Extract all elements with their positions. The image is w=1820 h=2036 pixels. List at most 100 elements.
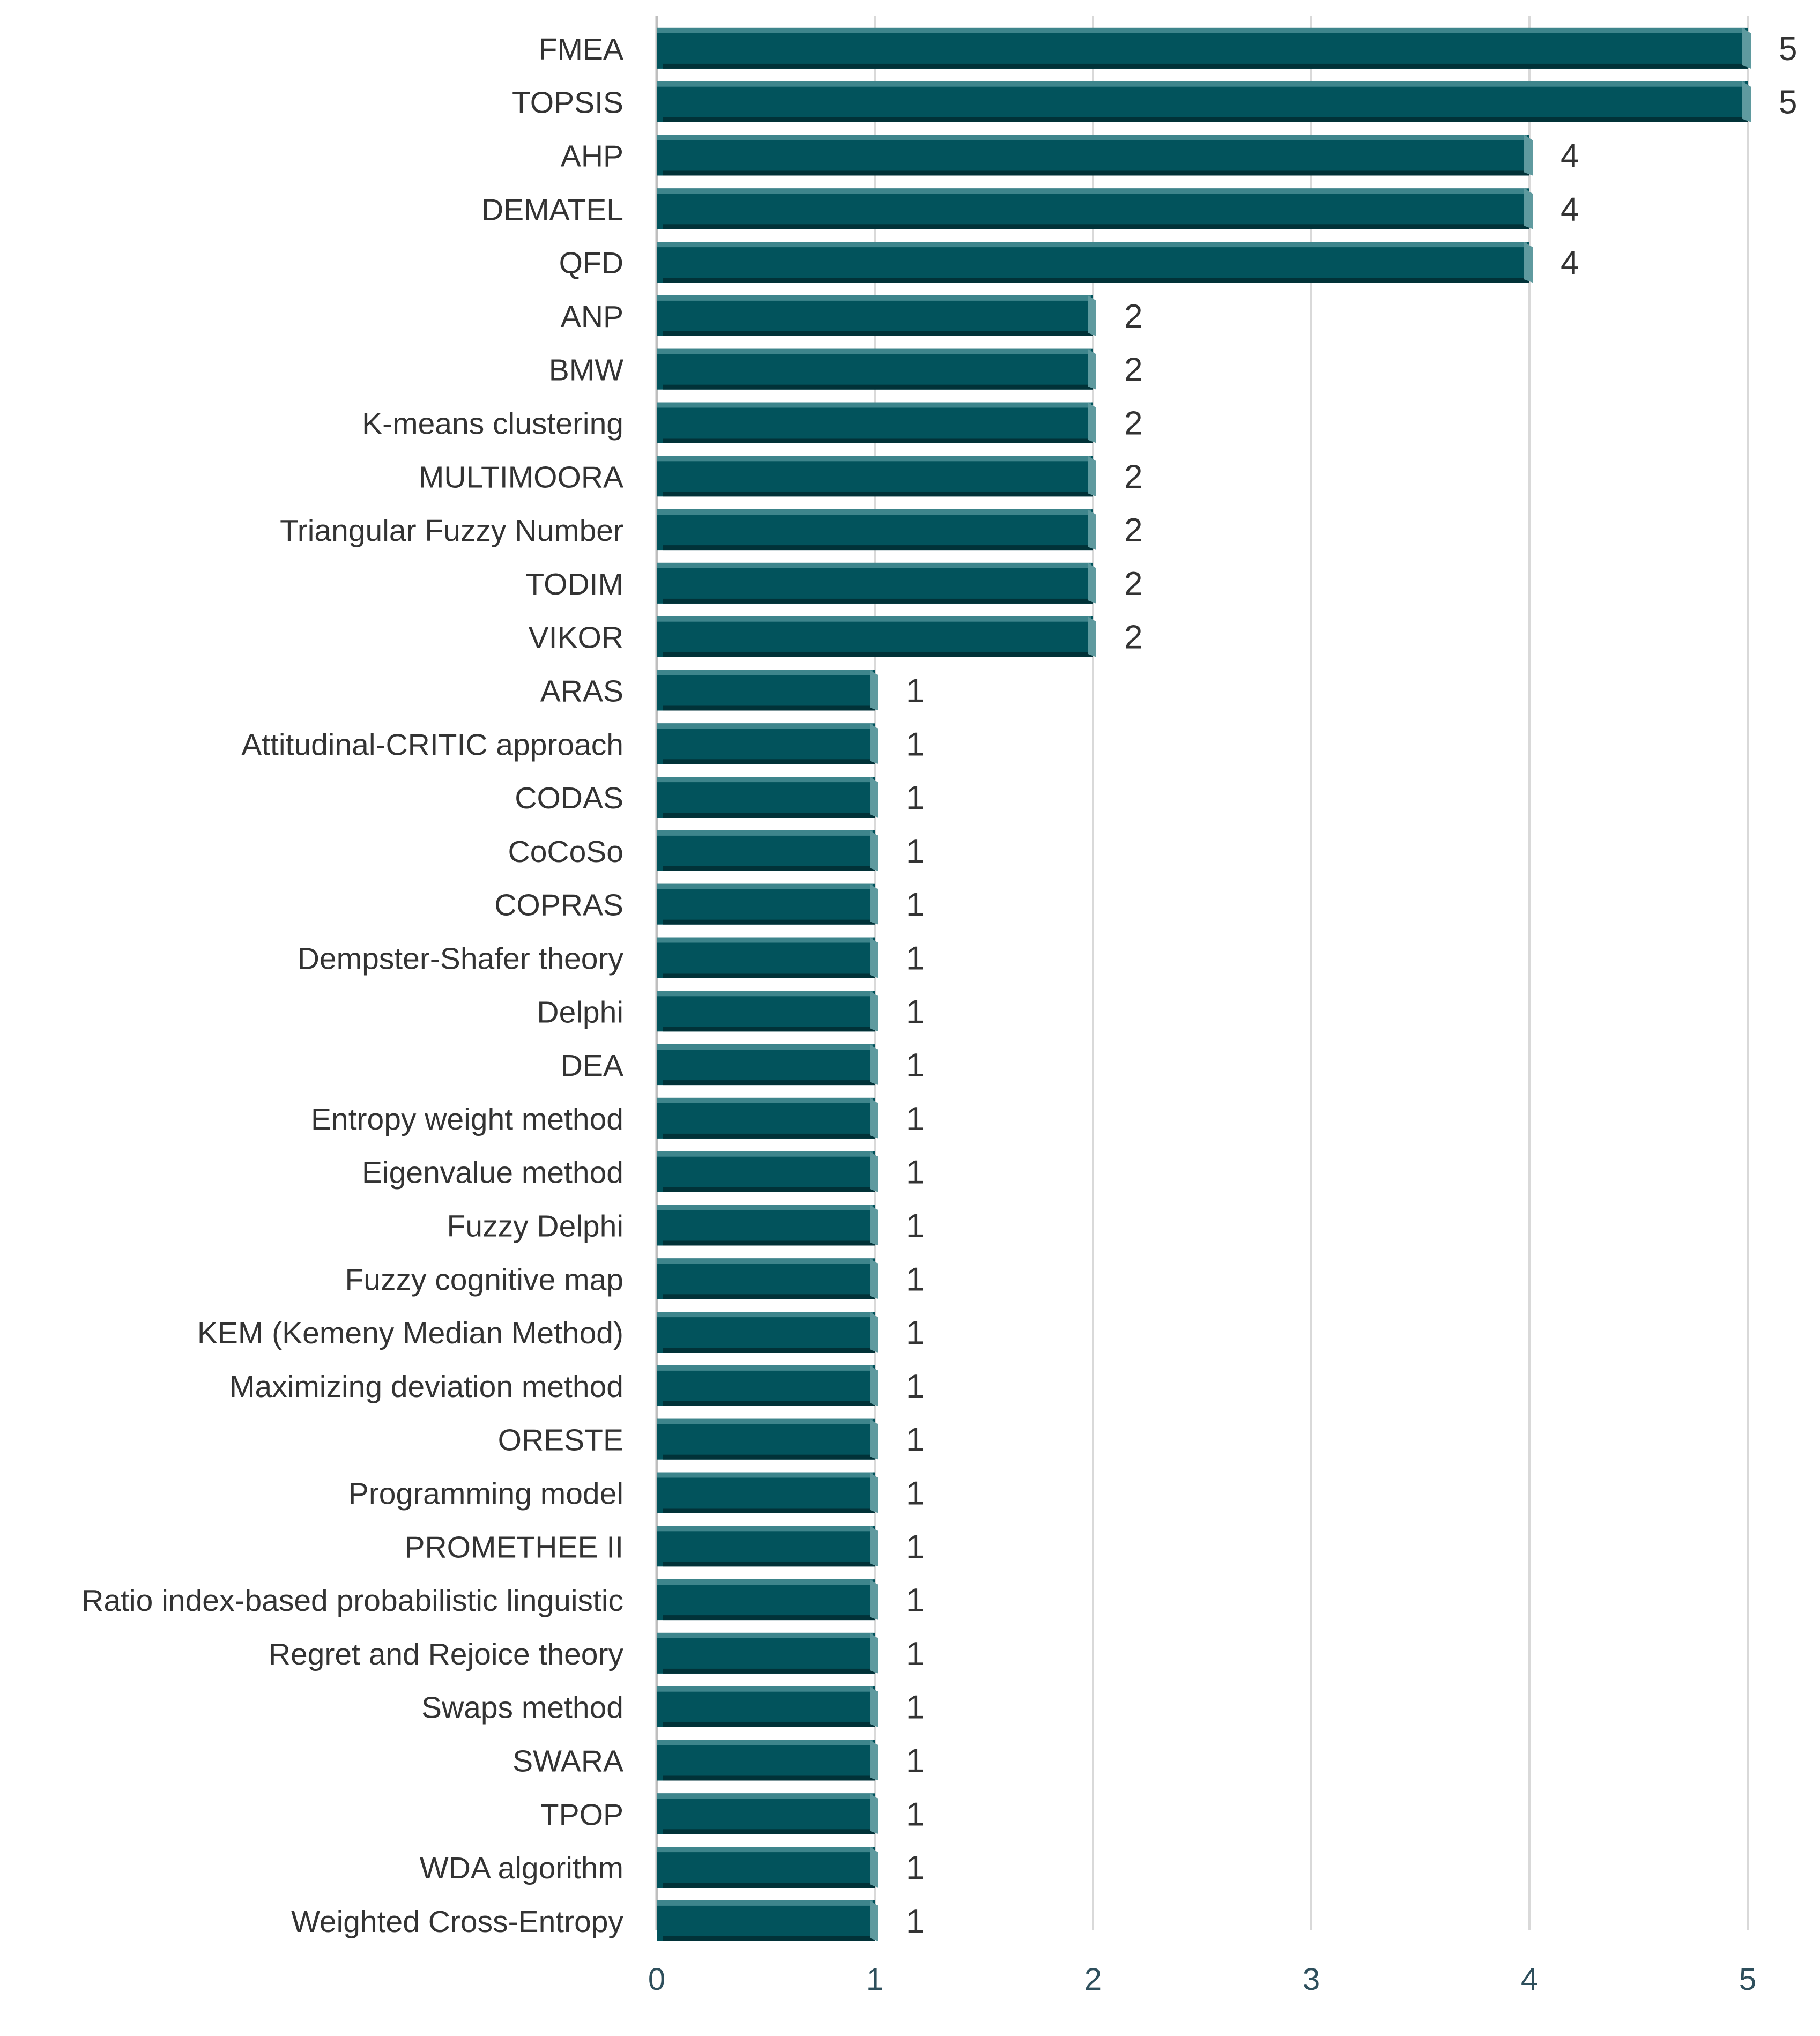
bar-bottom-shadow [663,438,1093,443]
bars [657,27,1751,1941]
bar-end-cap [870,1151,878,1192]
bar-maximizing-deviation-method [657,1365,878,1406]
bar-wda-algorithm [657,1847,878,1888]
bar-bottom-shadow [663,331,1093,336]
bar-attitudinal-critic-approach [657,723,878,764]
bar-end-cap [870,1686,878,1727]
data-label-anp: 2 [1124,298,1142,335]
bar-bottom-shadow [663,224,1529,229]
bar-triangular-fuzzy-number [657,509,1096,551]
bar-face [657,1365,875,1406]
bar-k-means-clustering [657,402,1096,443]
category-label-weighted-cross-entropy: Weighted Cross-Entropy [291,1905,623,1939]
bar-top-bevel [657,777,873,783]
bar-face [657,1579,875,1621]
category-label-multimoora: MULTIMOORA [419,460,623,494]
bar-bottom-shadow [663,1348,875,1353]
data-label-triangular-fuzzy-number: 2 [1124,512,1142,549]
bar-face [657,456,1093,497]
bar-weighted-cross-entropy [657,1900,878,1941]
bar-bottom-shadow [663,813,875,818]
bar-bottom-shadow [663,1187,875,1192]
bar-bottom-shadow [663,1080,875,1086]
bar-top-bevel [657,1472,873,1478]
bar-end-cap [870,1472,878,1513]
bar-top-bevel [657,81,1745,87]
bar-bottom-shadow [663,170,1529,176]
bar-bottom-shadow [663,1936,875,1941]
bar-face [657,509,1093,551]
data-label-copras: 1 [906,887,924,924]
bar-bottom-shadow [663,1508,875,1513]
bar-face [657,1044,875,1086]
data-label-fmea: 5 [1779,31,1797,68]
bar-face [657,883,875,925]
bar-face [657,991,875,1032]
bar-face [657,81,1748,122]
bar-face [657,242,1529,283]
bar-dempster-shafer-theory [657,937,878,978]
bar-end-cap [870,1579,878,1621]
bar-end-cap [1524,135,1533,176]
bar-face [657,1151,875,1192]
category-labels: FMEA TOPSIS AHP DEMATEL QFD ANP BMW K-means clu… [81,32,623,1939]
bar-multimoora [657,456,1096,497]
bar-end-cap [870,1312,878,1353]
bar-promethee-ii [657,1526,878,1567]
bar-anp [657,295,1096,336]
bar-top-bevel [657,1632,873,1638]
bar-bottom-shadow [663,278,1529,283]
category-label-entropy-weight-method: Entropy weight method [311,1102,623,1136]
bar-end-cap [870,883,878,925]
data-label-todim: 2 [1124,566,1142,603]
bar-face [657,723,875,764]
bar-top-bevel [657,402,1091,408]
bar-face [657,670,875,711]
bar-fmea [657,27,1751,69]
bar-bottom-shadow [663,1668,875,1674]
bar-bottom-shadow [663,545,1093,551]
bar-top-bevel [657,135,1527,140]
bar-end-cap [870,670,878,711]
bar-end-cap [1088,616,1096,657]
data-label-fuzzy-cognitive-map: 1 [906,1261,924,1298]
bar-bottom-shadow [663,1722,875,1727]
bar-bottom-shadow [663,384,1093,390]
data-label-regret-and-rejoice-theory: 1 [906,1636,924,1673]
category-label-qfd: QFD [559,246,623,280]
bar-aras [657,670,878,711]
data-label-eigenvalue-method: 1 [906,1154,924,1191]
data-label-maximizing-deviation-method: 1 [906,1368,924,1405]
data-label-k-means-clustering: 2 [1124,405,1142,442]
x-tick-label-3: 3 [1303,1962,1320,1997]
bar-end-cap [870,830,878,871]
bar-face [657,348,1093,390]
bar-top-bevel [657,1151,873,1157]
bar-ahp [657,135,1533,176]
bar-programming-model [657,1472,878,1513]
bar-face [657,1686,875,1727]
bar-bottom-shadow [663,117,1748,122]
bar-copras [657,883,878,925]
bar-top-bevel [657,1847,873,1853]
bar-bottom-shadow [663,492,1093,497]
bar-vikor [657,616,1096,657]
bar-bottom-shadow [663,1401,875,1406]
bar-top-bevel [657,1526,873,1532]
bar-fuzzy-delphi [657,1205,878,1246]
data-label-vikor: 2 [1124,619,1142,656]
category-label-k-means-clustering: K-means clustering [362,407,623,441]
bar-face [657,616,1093,657]
category-label-programming-model: Programming model [348,1477,623,1511]
x-tick-label-0: 0 [648,1962,665,1997]
category-label-dematel: DEMATEL [481,192,623,227]
bar-face [657,402,1093,443]
category-label-bmw: BMW [549,353,624,388]
bar-bottom-shadow [663,1775,875,1781]
category-label-oreste: ORESTE [498,1423,623,1458]
data-label-programming-model: 1 [906,1475,924,1512]
bar-top-bevel [657,1312,873,1318]
bar-face [657,1472,875,1513]
bar-end-cap [870,777,878,818]
